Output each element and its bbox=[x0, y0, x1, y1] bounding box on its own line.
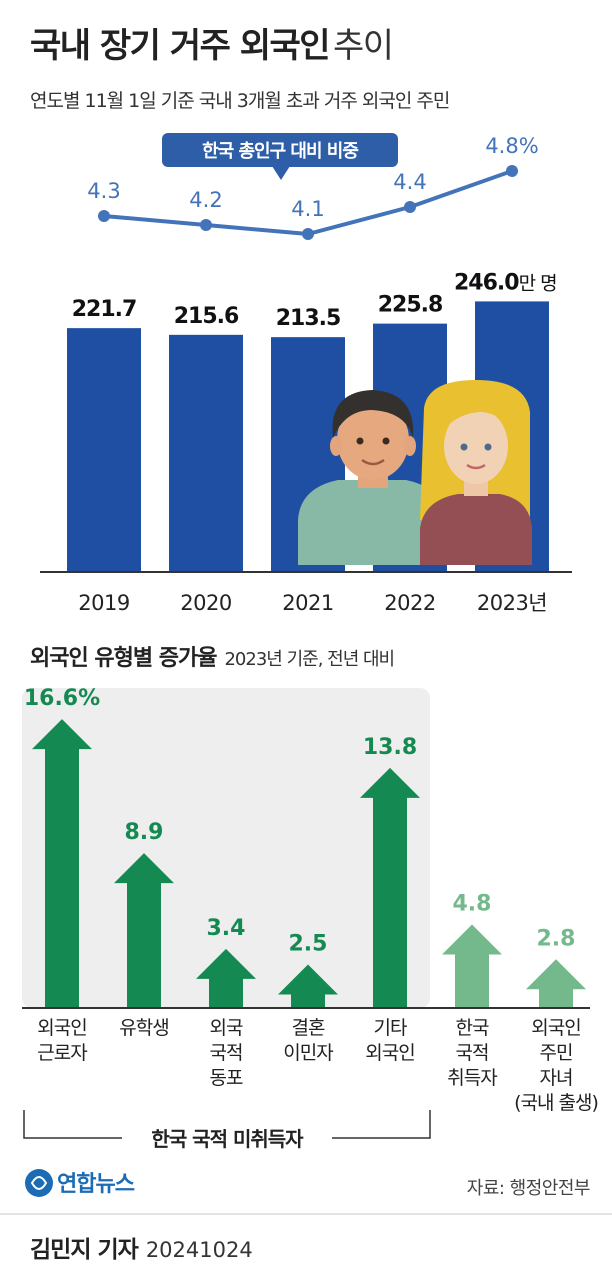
group-label: 한국 국적 미취득자 bbox=[151, 1127, 304, 1151]
growth-arrow bbox=[32, 719, 92, 1008]
callout-box bbox=[162, 133, 398, 167]
type-tick-label: 동포 bbox=[210, 1067, 243, 1089]
bar bbox=[67, 328, 141, 572]
growth-value-label: 8.9 bbox=[125, 820, 164, 845]
type-tick-label: 유학생 bbox=[119, 1017, 168, 1039]
group-background bbox=[22, 688, 430, 1008]
bar-value-label: 246.0만 명 bbox=[454, 270, 557, 295]
bar-value-label: 215.6 bbox=[174, 304, 239, 329]
year-tick-label: 2022 bbox=[384, 591, 435, 615]
year-tick-label: 2020 bbox=[180, 591, 231, 615]
population-chart: 221.7 2019 215.6 2020 213.5 2021 225.8 2022 246.… bbox=[40, 133, 572, 615]
year-tick-label: 2019 bbox=[78, 591, 129, 615]
share-callout: 한국 총인구 대비 비중 bbox=[162, 133, 398, 180]
share-value-label: 4.3 bbox=[87, 179, 120, 203]
credit-bar bbox=[0, 1213, 612, 1282]
bar-unit-label: 만 명 bbox=[519, 272, 557, 294]
bar bbox=[169, 334, 243, 572]
title: 국내 장기 거주 외국인 추이 bbox=[30, 18, 394, 67]
share-point bbox=[506, 165, 518, 177]
woman-eye-icon bbox=[460, 443, 468, 451]
woman-mouth-icon bbox=[466, 463, 486, 470]
section2-title-main: 외국인 유형별 증가율 bbox=[30, 646, 217, 671]
share-point bbox=[302, 228, 314, 240]
growth-value-label: 3.4 bbox=[207, 916, 246, 941]
callout-label: 한국 총인구 대비 비중 bbox=[202, 141, 358, 162]
growth-value-label: 2.5 bbox=[289, 932, 328, 957]
growth-rate-chart: 16.6%외국인근로자8.9유학생3.4외국국적동포2.5결혼이민자13.8기타… bbox=[22, 686, 599, 1154]
yonhap-logo: 연합뉴스 bbox=[25, 1169, 136, 1197]
type-tick-label: 결혼 bbox=[292, 1017, 325, 1039]
callout-pointer bbox=[272, 166, 290, 180]
share-value-label: 4.1 bbox=[291, 197, 324, 221]
man-mouth-icon bbox=[361, 458, 385, 466]
people-illustration bbox=[298, 380, 532, 565]
share-value-label: 4.4 bbox=[393, 170, 426, 194]
man-eye-icon bbox=[382, 437, 390, 445]
growth-arrow bbox=[278, 964, 338, 1008]
man-ear-icon bbox=[330, 436, 342, 456]
woman-eye-icon bbox=[484, 443, 492, 451]
type-tick-label: 외국 bbox=[210, 1017, 243, 1039]
type-tick-label: 외국인 bbox=[37, 1017, 86, 1039]
growth-arrow bbox=[196, 948, 256, 1008]
group-label-bg bbox=[122, 1124, 332, 1154]
type-tick-label: 주민 bbox=[540, 1042, 573, 1064]
bar-value-label: 221.7 bbox=[72, 297, 137, 322]
type-tick-label: 이민자 bbox=[283, 1042, 333, 1064]
share-value-label: 4.2 bbox=[189, 188, 222, 212]
year-tick-label: 2021 bbox=[282, 591, 333, 615]
type-tick-label: 기타 bbox=[374, 1017, 407, 1039]
man-hair-icon bbox=[332, 390, 414, 438]
type-tick-label: (국내 출생) bbox=[514, 1092, 598, 1114]
share-point bbox=[98, 210, 110, 222]
credit-name: 김민지 기자 bbox=[30, 1237, 139, 1263]
type-tick-label: 근로자 bbox=[37, 1042, 87, 1064]
growth-value-label: 16.6% bbox=[24, 686, 100, 711]
growth-value-label: 13.8 bbox=[363, 735, 417, 760]
woman-face-icon bbox=[444, 408, 508, 484]
type-tick-label: 자녀 bbox=[540, 1067, 573, 1089]
man-ear-icon bbox=[404, 436, 416, 456]
man-eye-icon bbox=[356, 437, 364, 445]
section2-title: 외국인 유형별 증가율 2023년 기준, 전년 대비 bbox=[30, 640, 395, 672]
section2-note: 2023년 기준, 전년 대비 bbox=[224, 649, 395, 670]
woman-shirt-icon bbox=[420, 494, 532, 565]
man-shirt-icon bbox=[298, 480, 446, 565]
type-tick-label: 외국인 bbox=[365, 1042, 414, 1064]
share-point bbox=[200, 219, 212, 231]
growth-value-label: 2.8 bbox=[537, 926, 576, 951]
type-tick-label: 국적 bbox=[210, 1042, 243, 1064]
share-value-label: 4.8% bbox=[485, 134, 538, 158]
logo-text: 연합뉴스 bbox=[57, 1171, 135, 1197]
growth-value-label: 4.8 bbox=[453, 891, 492, 916]
growth-arrow bbox=[526, 959, 586, 1008]
growth-arrow bbox=[360, 767, 420, 1008]
type-tick-label: 국적 bbox=[456, 1042, 489, 1064]
title-suffix: 추이 bbox=[333, 26, 394, 66]
credit-date: 20241024 bbox=[145, 1238, 253, 1262]
woman-hair-front-icon bbox=[443, 398, 510, 430]
type-tick-label: 외국인 bbox=[531, 1017, 580, 1039]
share-point bbox=[404, 201, 416, 213]
bar-value-label: 225.8 bbox=[378, 293, 443, 318]
year-tick-label: 2023년 bbox=[477, 591, 547, 615]
man-face-icon bbox=[337, 400, 409, 480]
title-main: 국내 장기 거주 외국인 bbox=[30, 26, 331, 66]
growth-arrow bbox=[442, 924, 502, 1008]
bar-value-label: 213.5 bbox=[276, 306, 341, 331]
logo-globe-icon bbox=[25, 1169, 53, 1197]
source-label: 자료: 행정안전부 bbox=[466, 1178, 591, 1199]
credit: 김민지 기자 20241024 bbox=[30, 1230, 253, 1264]
type-tick-label: 취득자 bbox=[447, 1067, 497, 1089]
growth-arrow bbox=[114, 853, 174, 1008]
type-tick-label: 한국 bbox=[456, 1017, 489, 1039]
subtitle: 연도별 11월 1일 기준 국내 3개월 초과 거주 외국인 주민 bbox=[30, 90, 450, 112]
logo-swirl-icon bbox=[30, 1176, 48, 1190]
